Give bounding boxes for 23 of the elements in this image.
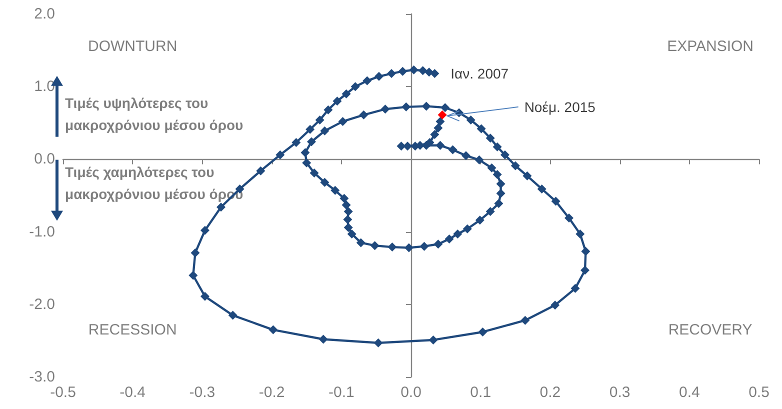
annotation: EXPANSION — [667, 38, 754, 56]
y-tick-label: -3.0 — [29, 368, 55, 386]
x-tick-label: 0.3 — [609, 384, 630, 401]
x-tick-label: -0.5 — [50, 384, 76, 401]
annotation: RECESSION — [88, 321, 177, 338]
annotation: RECOVERY — [668, 321, 752, 338]
x-tick-label: -0.1 — [328, 384, 354, 401]
x-tick-label: 0.1 — [470, 384, 492, 401]
y-tick-label: -1.0 — [29, 223, 55, 240]
x-tick-label: -0.3 — [189, 384, 216, 401]
annotation: Νοέμ. 2015 — [524, 98, 596, 115]
y-tick-label: 0.0 — [34, 150, 55, 168]
x-tick-label: 0.2 — [540, 384, 561, 401]
annotation: Ιαν. 2007 — [450, 66, 509, 82]
x-tick-label: 0.0 — [400, 384, 422, 401]
annotation: Τιμές υψηλότερες του μακροχρόνιου μέσου όρου — [65, 94, 244, 133]
x-tick-label: -0.4 — [120, 384, 146, 401]
x-tick-label: 0.4 — [678, 384, 700, 401]
x-tick-label: 0.5 — [748, 384, 770, 401]
y-tick-label: -2.0 — [29, 296, 55, 313]
y-tick-label: 2.0 — [34, 6, 55, 22]
x-tick-label: -0.2 — [258, 384, 285, 401]
annotation: DOWNTURN — [88, 38, 178, 56]
